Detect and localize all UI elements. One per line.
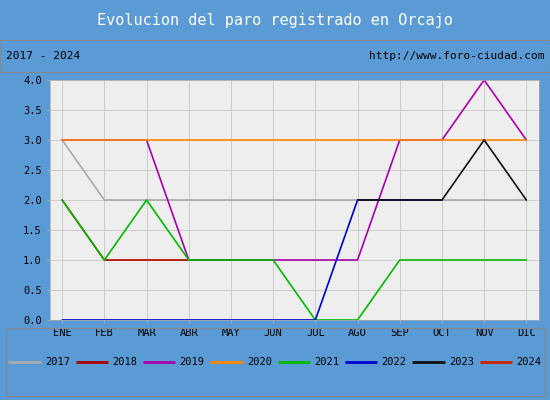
Text: 2022: 2022	[382, 357, 406, 367]
Text: 2023: 2023	[449, 357, 474, 367]
Text: 2024: 2024	[516, 357, 541, 367]
Text: 2018: 2018	[112, 357, 137, 367]
Text: http://www.foro-ciudad.com: http://www.foro-ciudad.com	[369, 51, 544, 61]
Text: 2017: 2017	[45, 357, 70, 367]
Text: Evolucion del paro registrado en Orcajo: Evolucion del paro registrado en Orcajo	[97, 12, 453, 28]
Text: 2021: 2021	[315, 357, 339, 367]
Text: 2020: 2020	[247, 357, 272, 367]
Text: 2017 - 2024: 2017 - 2024	[6, 51, 80, 61]
Text: 2019: 2019	[180, 357, 205, 367]
